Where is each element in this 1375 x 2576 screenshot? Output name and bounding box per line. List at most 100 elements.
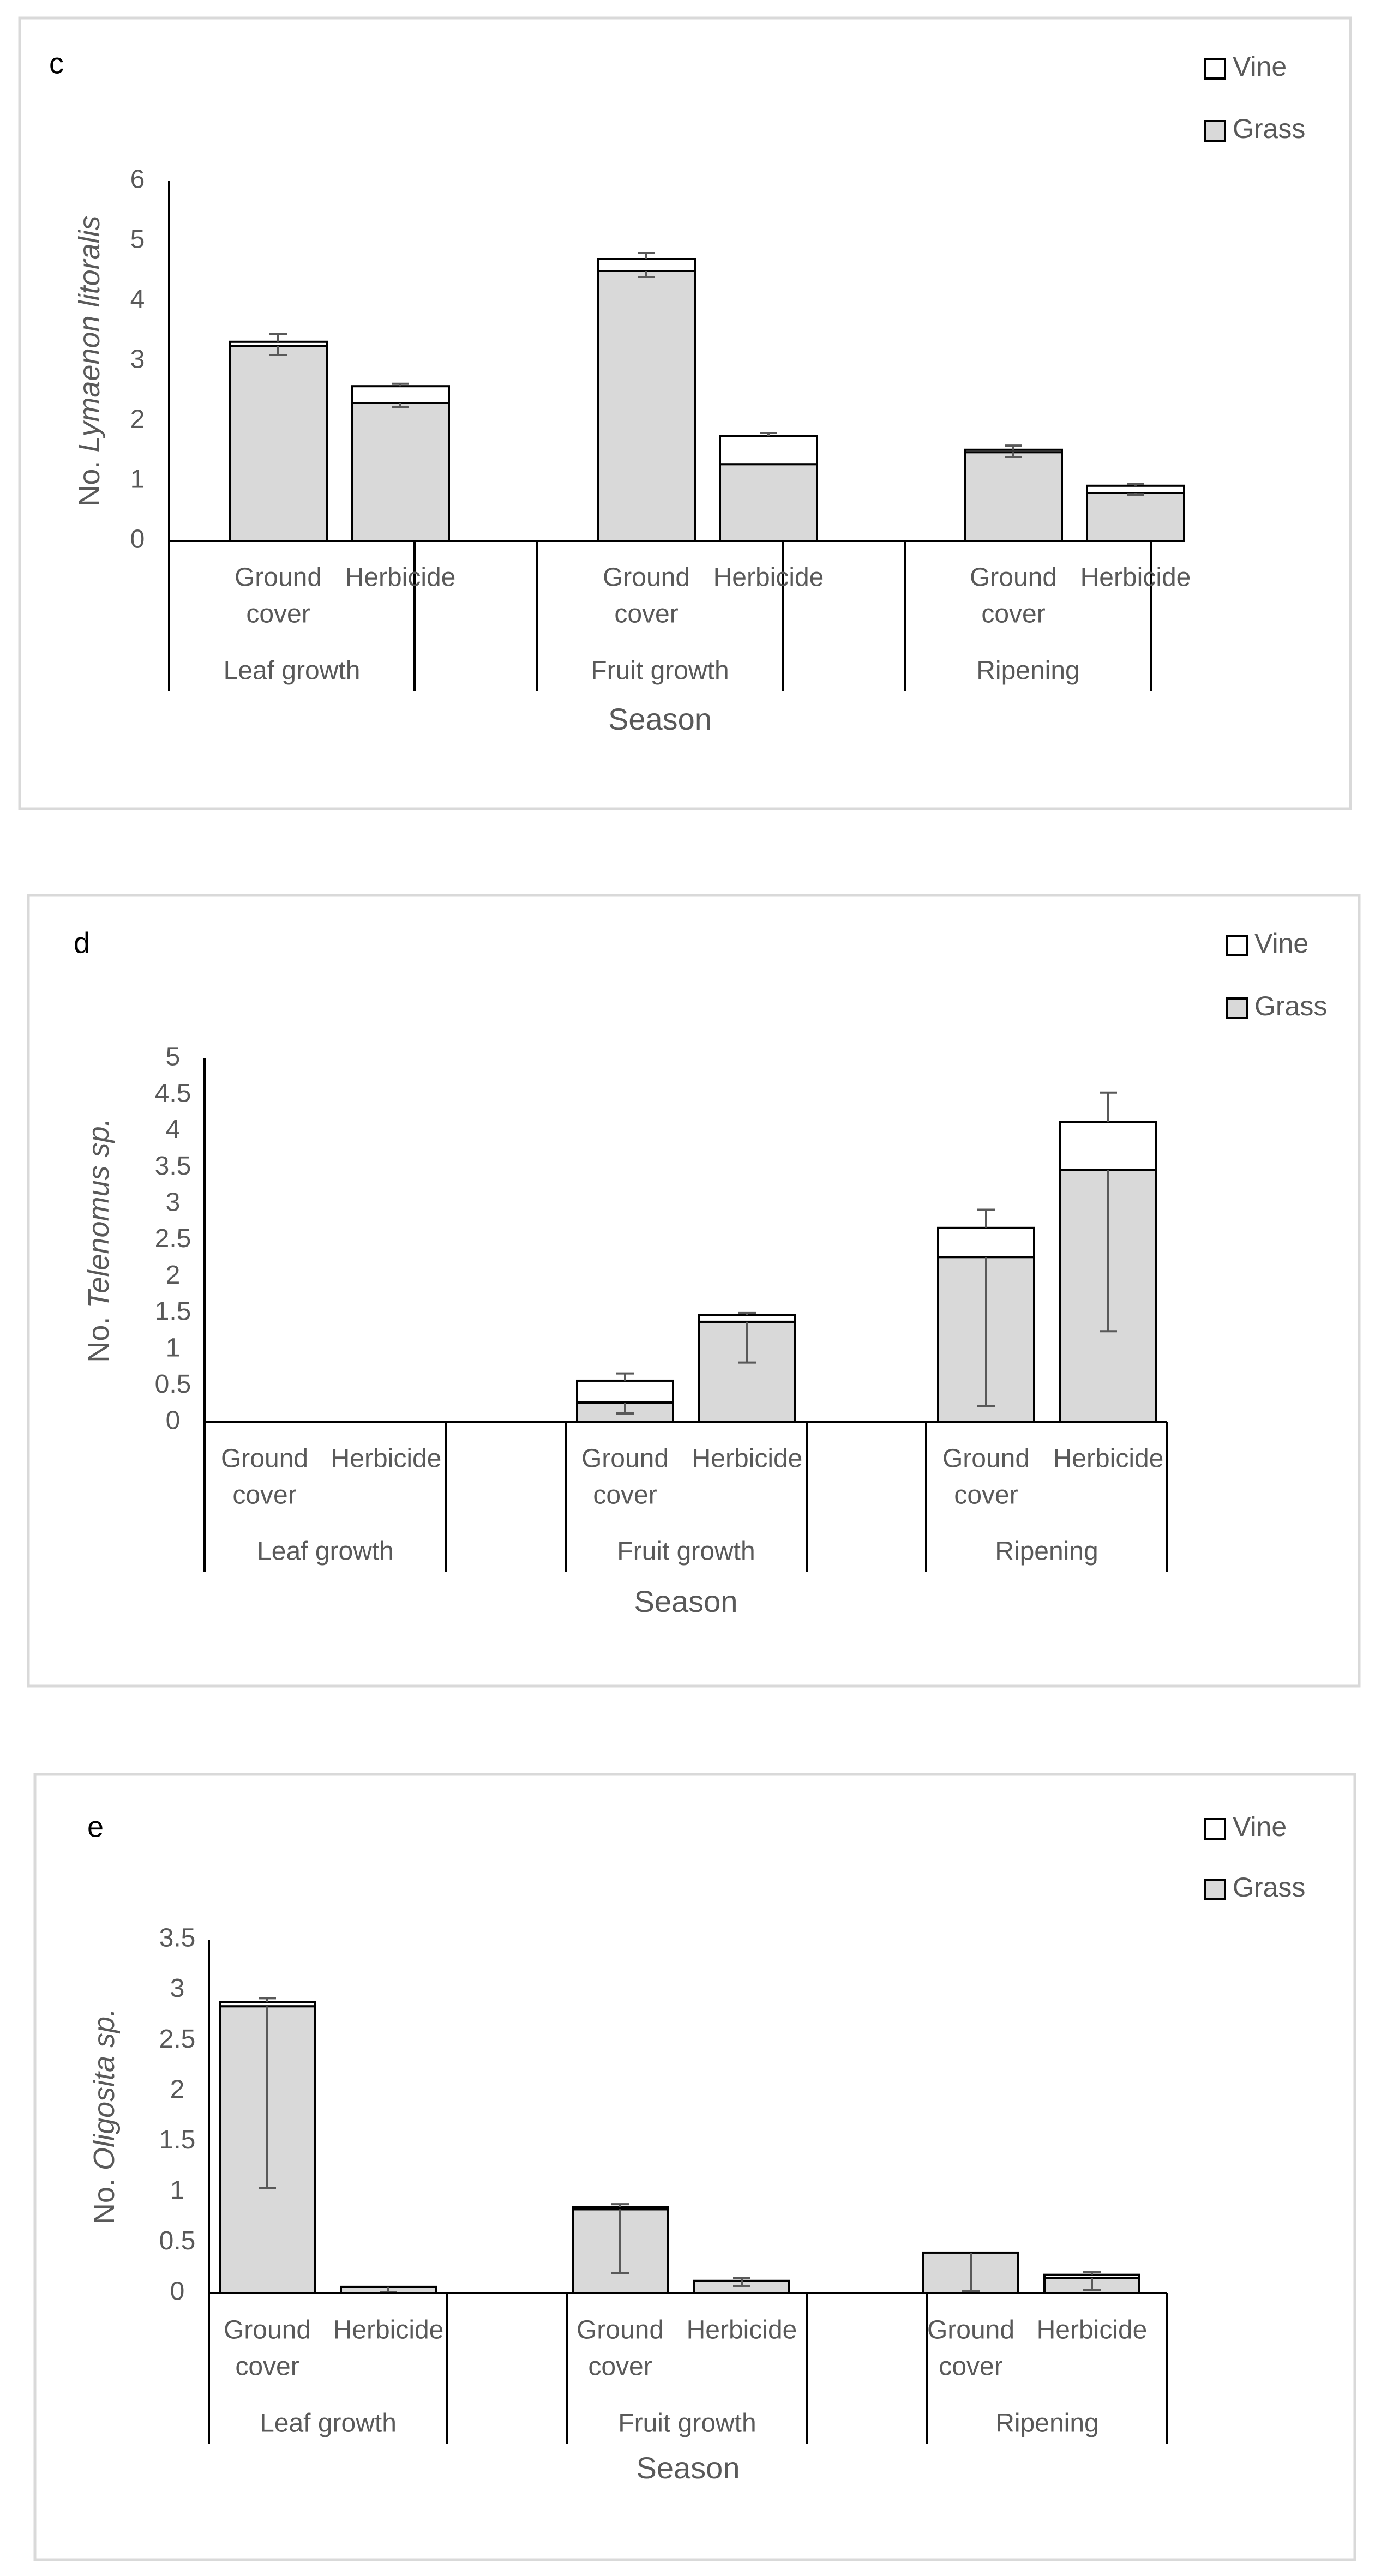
category-label: Herbicide [1053,1445,1164,1473]
legend-label-vine: Vine [1233,51,1287,82]
category-label: Herbicide [713,563,824,592]
chart-panel-c: c Vine Grass 0 1 2 3 4 5 6 No. Lymaenon litoralis G… [18,16,1352,810]
y-tick-label: 2 [130,405,145,434]
y-axis-title-prefix: No. [73,453,106,507]
bar-grass [597,270,696,542]
bar-vine [219,2001,316,2008]
chart-panel-d: d Vine Grass 0 0.5 1 1.5 2 2.5 3 3.5 4 4.5 5 No. Telen… [27,894,1361,1688]
category-label: cover [235,2352,299,2381]
bar-vine [1086,484,1185,494]
y-tick-label: 6 [130,165,145,194]
y-tick-label: 0.5 [155,1370,191,1399]
category-label: Ground [927,2316,1014,2345]
bar-grass [229,345,328,542]
y-tick-label: 2 [170,2075,185,2104]
chart-panel-e: e Vine Grass 0 0.5 1 1.5 2 2.5 3 3.5 No. Oligosita … [33,1773,1356,2561]
chart-frame [33,1773,1356,2561]
y-tick-label: 2 [166,1261,181,1290]
y-tick-label: 0.5 [159,2226,196,2255]
y-axis-title: No. Oligosita sp. [88,2008,121,2224]
y-axis-title-prefix: No. [88,2170,121,2224]
category-label: cover [954,1481,1018,1510]
bar-vine [576,1379,674,1404]
legend-swatch-grass [1204,1879,1226,1900]
legend-swatch-grass [1226,997,1248,1019]
y-tick-label: 4 [130,285,145,314]
group-label: Ripening [995,2409,1098,2438]
legend-label-vine: Vine [1233,1811,1287,1842]
panel-label: d [74,926,90,959]
bar-grass [964,451,1063,543]
category-label: cover [246,600,310,629]
legend-label-grass: Grass [1254,991,1327,1021]
panel-label: e [87,1810,104,1843]
category-label: Herbicide [1080,563,1191,592]
group-label: Fruit growth [618,2409,756,2438]
y-axis-title-species: Lymaenon litoralis [73,215,106,452]
bar-vine [597,258,696,272]
legend-swatch-vine [1204,58,1226,80]
category-label: Ground [577,2316,664,2345]
category-label: cover [614,600,678,629]
category-label: cover [593,1481,657,1510]
group-label: Leaf growth [260,2409,397,2438]
category-label: Ground [581,1445,669,1473]
y-tick-label: 5 [166,1043,181,1072]
group-label: Fruit growth [617,1537,755,1566]
y-tick-label: 3 [130,345,145,374]
x-axis-title: Season [608,702,712,736]
category-label: Ground [221,1445,308,1473]
category-label: Herbicide [345,563,456,592]
category-label: Ground [603,563,690,592]
y-axis-title-prefix: No. [82,1309,115,1363]
category-label: cover [981,600,1045,629]
bar-vine [719,435,818,466]
y-tick-label: 1.5 [155,1297,191,1326]
bar-vine [572,2206,669,2211]
category-label: cover [588,2352,652,2381]
legend-swatch-vine [1204,1818,1226,1840]
y-tick-label: 0 [166,1406,181,1435]
group-label: Leaf growth [224,657,361,685]
category-label: Ground [970,563,1057,592]
legend-swatch-grass [1204,120,1226,142]
category-label: Ground [235,563,322,592]
y-tick-label: 3.5 [155,1152,191,1181]
bar-vine [229,340,328,347]
group-label: Leaf growth [257,1537,394,1566]
bar-grass [719,463,818,543]
y-tick-label: 0 [170,2277,185,2306]
category-label: Herbicide [692,1445,803,1473]
y-tick-label: 5 [130,225,145,254]
chart-frame [27,894,1361,1688]
x-axis-title: Season [634,1584,738,1618]
group-label: Ripening [976,657,1079,685]
y-axis-title: No. Lymaenon litoralis [73,215,106,506]
bar-grass [351,402,450,542]
y-tick-label: 0 [130,525,145,554]
y-tick-label: 1 [170,2176,185,2205]
category-label: Herbicide [333,2316,444,2345]
category-label: Herbicide [1037,2316,1148,2345]
category-label: Herbicide [331,1445,442,1473]
legend-label-grass: Grass [1233,1872,1305,1903]
y-axis-title: No. Telenomus sp. [82,1118,115,1362]
x-axis-title: Season [637,2451,740,2485]
y-tick-label: 3 [166,1188,181,1217]
y-tick-label: 4.5 [155,1079,191,1108]
category-label: cover [939,2352,1002,2381]
y-tick-label: 1.5 [159,2126,196,2154]
y-tick-label: 2.5 [155,1224,191,1253]
y-tick-label: 3 [170,1974,185,2003]
y-tick-label: 1 [130,465,145,494]
y-axis-title-species: Telenomus sp. [82,1118,115,1308]
group-label: Fruit growth [591,657,729,685]
y-tick-label: 1 [166,1333,181,1362]
chart-frame [18,16,1352,810]
category-label: cover [232,1481,296,1510]
bar-grass [1086,492,1185,542]
bar-vine [351,385,450,405]
y-tick-label: 4 [166,1115,181,1144]
y-tick-label: 3.5 [159,1924,196,1953]
bar-vine [1059,1121,1157,1171]
